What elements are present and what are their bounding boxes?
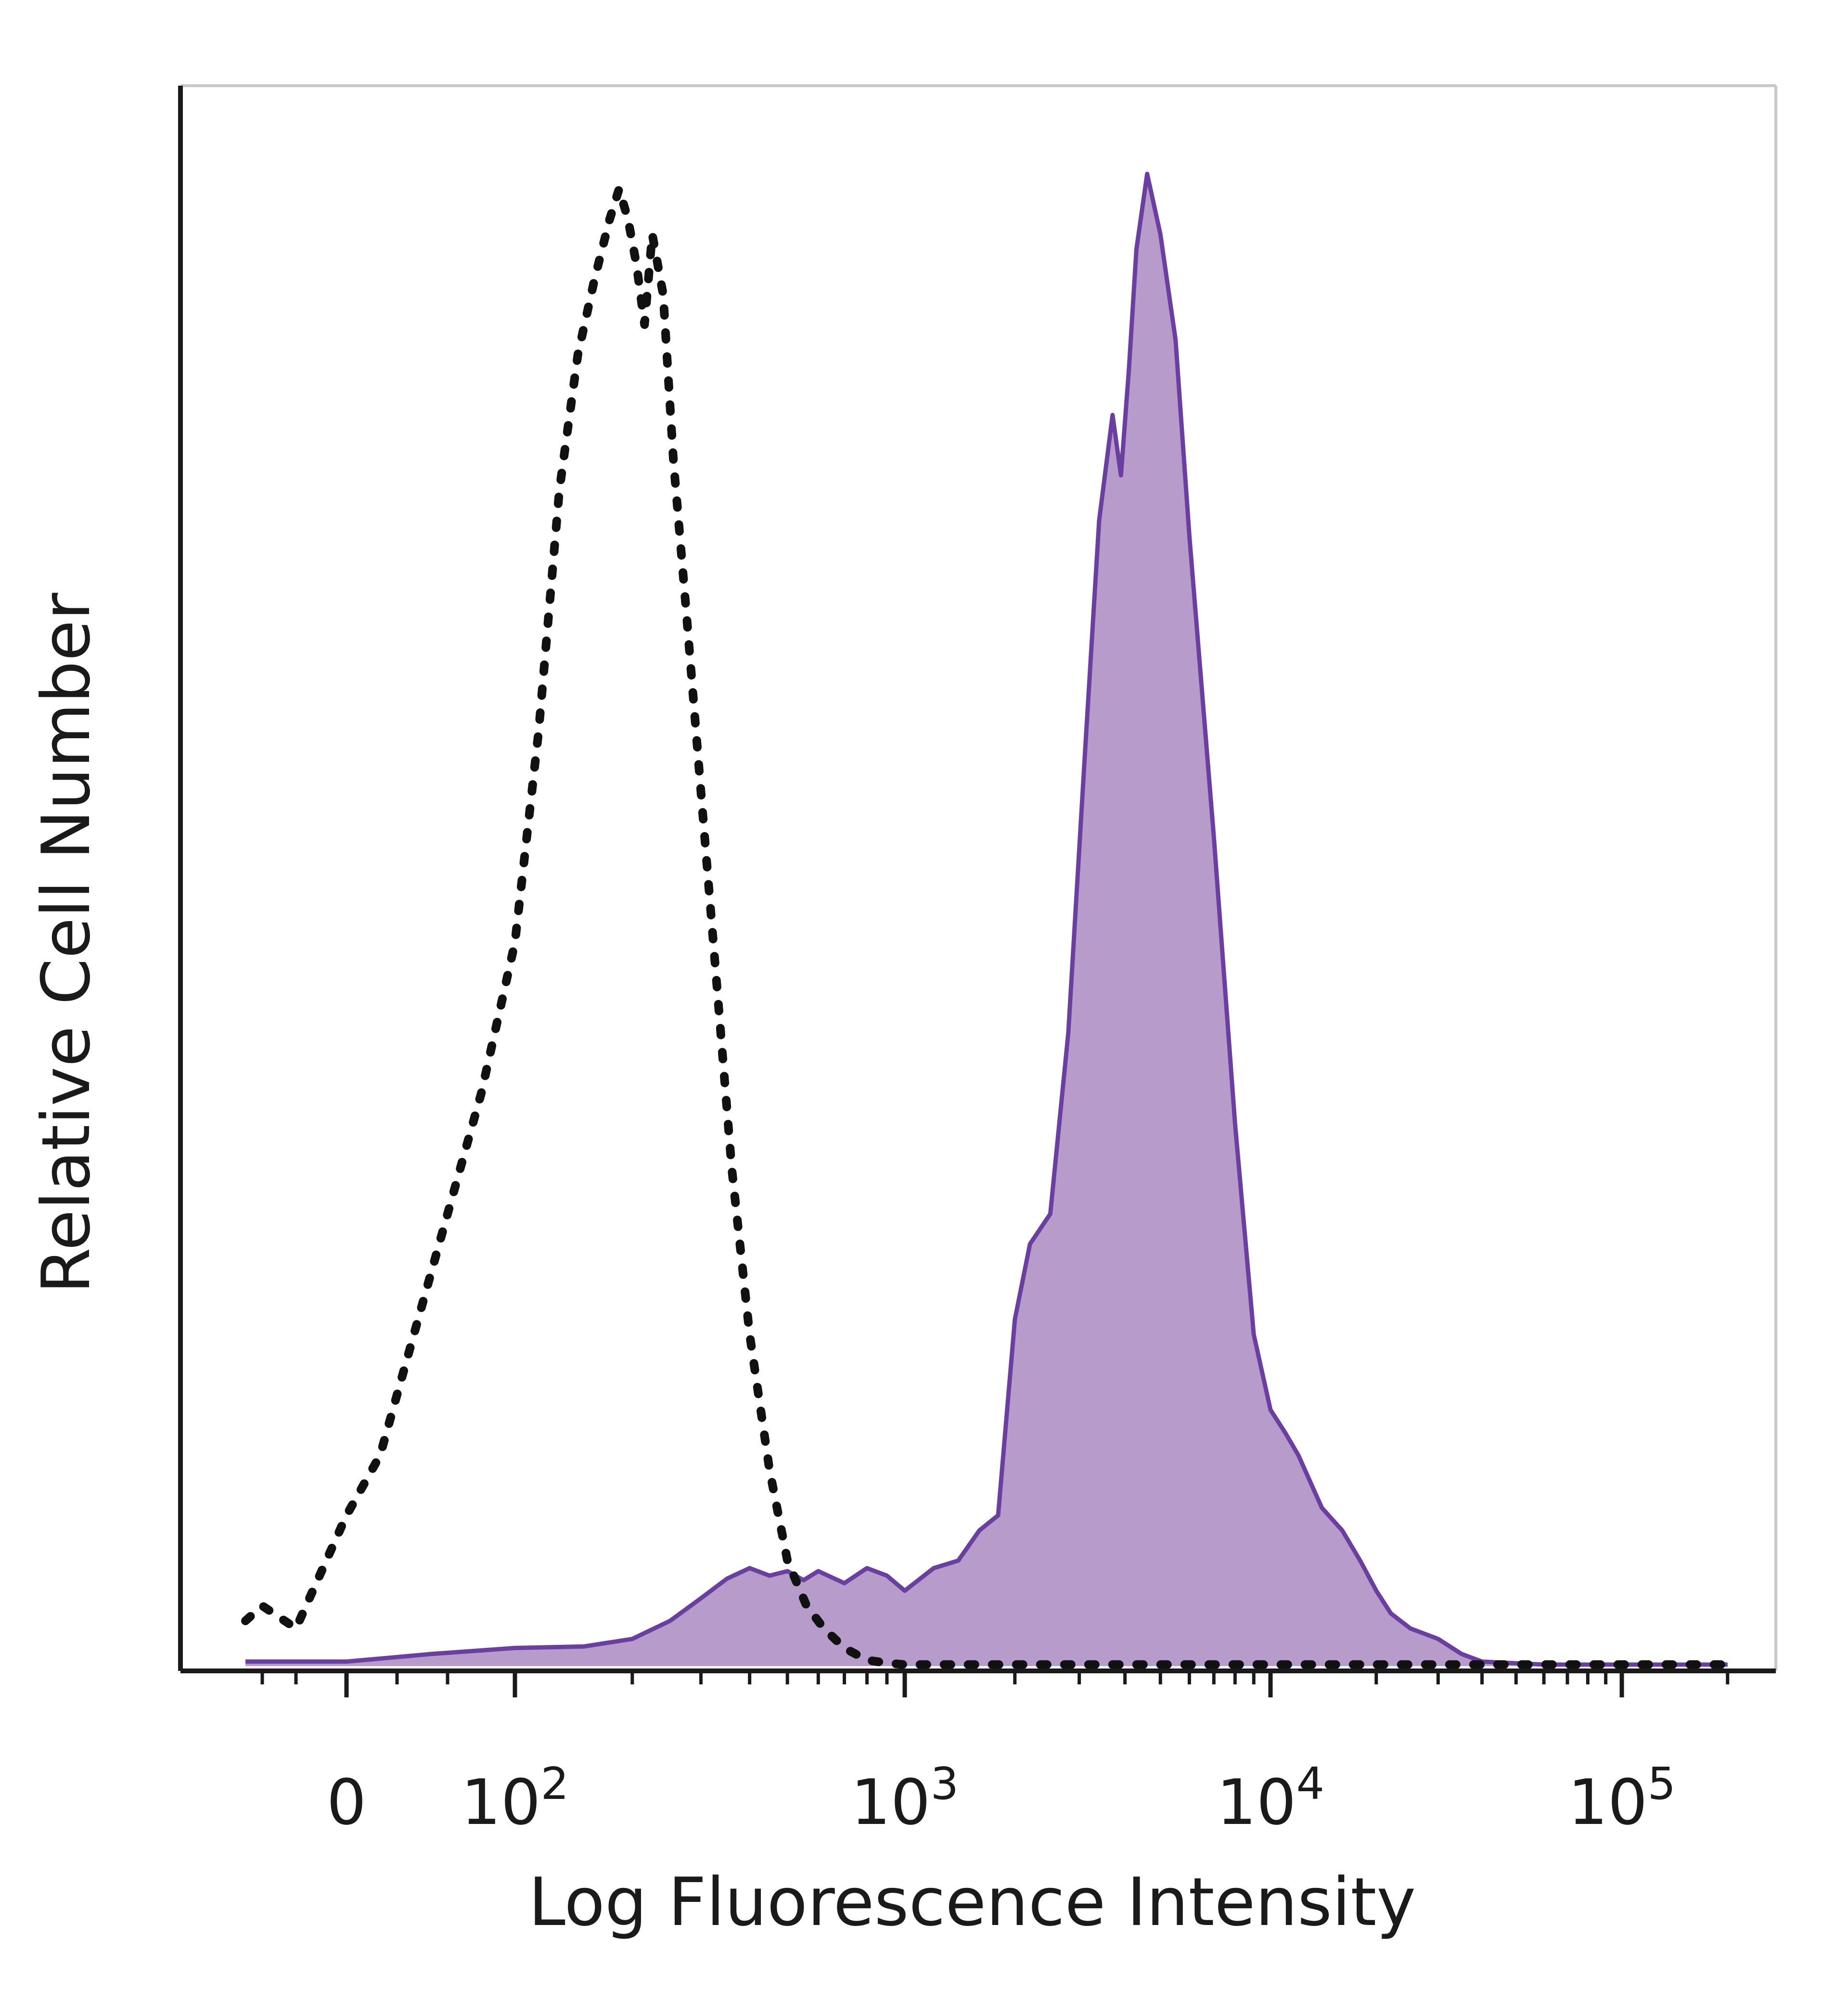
x-tick-label: 103 [851,1758,959,1839]
tick-marks [260,1671,1730,1697]
control-histogram-dotted-line [241,184,1732,1669]
x-tick-label: 104 [1217,1758,1324,1839]
stained-histogram-line [245,171,1728,1667]
x-tick-label: 105 [1568,1758,1676,1839]
x-tick-label: 0 [327,1766,367,1839]
axes [178,84,1777,1673]
y-axis-title: Relative Cell Number [27,592,105,1294]
plot-series [241,171,1732,1669]
stained-histogram-fill [245,174,1728,1666]
x-tick-label: 102 [461,1758,569,1839]
x-axis-title: Log Fluorescence Intensity [528,1863,1416,1941]
x-tick-labels: 0 102 103 104 105 [327,1758,1676,1839]
plot-area [241,171,1732,1669]
